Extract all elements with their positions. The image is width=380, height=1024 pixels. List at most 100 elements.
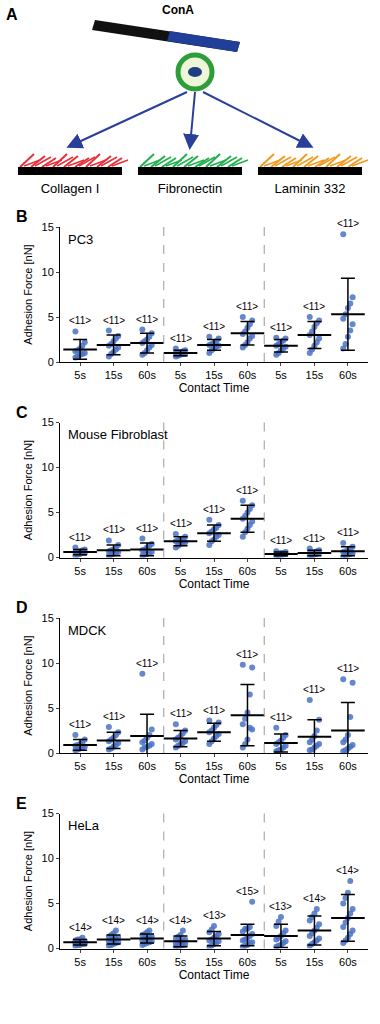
svg-text:<11>: <11>: [337, 527, 359, 538]
svg-text:5: 5: [48, 506, 54, 518]
svg-text:0: 0: [48, 747, 54, 759]
svg-text:<11>: <11>: [170, 708, 192, 719]
svg-text:Collagen I: Collagen I: [41, 181, 100, 196]
svg-text:15: 15: [42, 612, 54, 624]
svg-text:<14>: <14>: [69, 922, 92, 933]
svg-text:MDCK: MDCK: [68, 623, 107, 638]
svg-text:B: B: [16, 208, 28, 225]
svg-text:0: 0: [48, 942, 54, 954]
svg-text:15s: 15s: [105, 760, 123, 772]
svg-text:60s: 60s: [239, 760, 257, 772]
svg-text:<11>: <11>: [136, 523, 158, 534]
svg-text:<11>: <11>: [103, 315, 125, 326]
svg-text:60s: 60s: [138, 760, 156, 772]
svg-text:<15>: <15>: [236, 886, 259, 897]
svg-text:60s: 60s: [339, 565, 357, 577]
svg-text:15s: 15s: [306, 760, 324, 772]
svg-text:60s: 60s: [239, 956, 257, 968]
svg-text:10: 10: [42, 461, 54, 473]
svg-text:A: A: [6, 6, 18, 23]
svg-text:Adhesion Force [nN]: Adhesion Force [nN]: [22, 244, 34, 344]
svg-text:60s: 60s: [138, 956, 156, 968]
svg-text:15s: 15s: [205, 760, 223, 772]
svg-text:<13>: <13>: [269, 901, 292, 912]
svg-text:5s: 5s: [275, 369, 287, 381]
svg-text:15s: 15s: [105, 956, 123, 968]
svg-text:15s: 15s: [306, 956, 324, 968]
svg-text:Contact Time: Contact Time: [179, 968, 250, 982]
svg-text:Adhesion Force [nN]: Adhesion Force [nN]: [22, 635, 34, 735]
svg-text:<14>: <14>: [169, 915, 192, 926]
svg-text:<11>: <11>: [203, 321, 225, 332]
svg-text:<14>: <14>: [102, 915, 125, 926]
svg-text:0: 0: [48, 356, 54, 368]
svg-text:<11>: <11>: [203, 504, 225, 515]
svg-text:5: 5: [48, 702, 54, 714]
svg-text:5s: 5s: [74, 369, 86, 381]
svg-text:<13>: <13>: [203, 910, 226, 921]
svg-text:E: E: [16, 795, 27, 812]
svg-text:5s: 5s: [275, 565, 287, 577]
svg-text:<11>: <11>: [236, 485, 258, 496]
svg-text:5: 5: [48, 897, 54, 909]
svg-text:60s: 60s: [138, 565, 156, 577]
svg-text:<11>: <11>: [170, 333, 192, 344]
svg-text:5s: 5s: [175, 565, 187, 577]
svg-text:PC3: PC3: [68, 232, 93, 247]
svg-text:<14>: <14>: [303, 893, 326, 904]
svg-text:5s: 5s: [74, 565, 86, 577]
svg-text:<14>: <14>: [336, 865, 359, 876]
svg-text:5s: 5s: [275, 956, 287, 968]
svg-text:15: 15: [42, 221, 54, 233]
svg-text:<11>: <11>: [236, 649, 258, 660]
svg-text:60s: 60s: [339, 369, 357, 381]
svg-text:Adhesion Force [nN]: Adhesion Force [nN]: [22, 440, 34, 540]
svg-text:<11>: <11>: [270, 712, 292, 723]
svg-text:0: 0: [48, 551, 54, 563]
svg-text:Laminin 332: Laminin 332: [275, 181, 346, 196]
svg-text:15: 15: [42, 416, 54, 428]
svg-text:ConA: ConA: [162, 3, 194, 17]
svg-text:HeLa: HeLa: [68, 818, 100, 833]
svg-text:15s: 15s: [105, 565, 123, 577]
svg-text:<14>: <14>: [136, 915, 159, 926]
svg-text:10: 10: [42, 657, 54, 669]
svg-text:Contact Time: Contact Time: [179, 577, 250, 591]
svg-text:15s: 15s: [306, 565, 324, 577]
svg-text:60s: 60s: [239, 565, 257, 577]
svg-text:<11>: <11>: [103, 711, 125, 722]
svg-text:15s: 15s: [205, 565, 223, 577]
svg-text:Adhesion Force [nN]: Adhesion Force [nN]: [22, 831, 34, 931]
svg-text:Fibronectin: Fibronectin: [158, 181, 222, 196]
svg-text:60s: 60s: [239, 369, 257, 381]
svg-text:10: 10: [42, 852, 54, 864]
svg-text:10: 10: [42, 266, 54, 278]
svg-text:15: 15: [42, 807, 54, 819]
svg-text:15s: 15s: [306, 369, 324, 381]
svg-text:15s: 15s: [205, 956, 223, 968]
svg-text:5s: 5s: [175, 369, 187, 381]
svg-text:<11>: <11>: [203, 705, 225, 716]
svg-text:15s: 15s: [205, 369, 223, 381]
svg-text:15s: 15s: [105, 369, 123, 381]
svg-text:Mouse Fibroblast: Mouse Fibroblast: [68, 427, 168, 442]
svg-text:<11>: <11>: [236, 301, 258, 312]
svg-text:<11>: <11>: [337, 218, 359, 229]
svg-text:<11>: <11>: [303, 533, 325, 544]
svg-text:60s: 60s: [339, 956, 357, 968]
svg-text:<11>: <11>: [270, 322, 292, 333]
svg-text:Contact Time: Contact Time: [179, 381, 250, 395]
svg-text:5: 5: [48, 311, 54, 323]
svg-text:Contact Time: Contact Time: [179, 772, 250, 786]
svg-text:<11>: <11>: [136, 314, 158, 325]
svg-text:<11>: <11>: [303, 301, 325, 312]
svg-text:5s: 5s: [175, 760, 187, 772]
svg-text:<11>: <11>: [170, 518, 192, 529]
svg-text:5s: 5s: [74, 956, 86, 968]
svg-text:5s: 5s: [74, 760, 86, 772]
svg-text:<11>: <11>: [337, 663, 359, 674]
svg-text:60s: 60s: [339, 760, 357, 772]
svg-text:<11>: <11>: [69, 719, 91, 730]
svg-text:<11>: <11>: [270, 535, 292, 546]
svg-text:<11>: <11>: [303, 684, 325, 695]
